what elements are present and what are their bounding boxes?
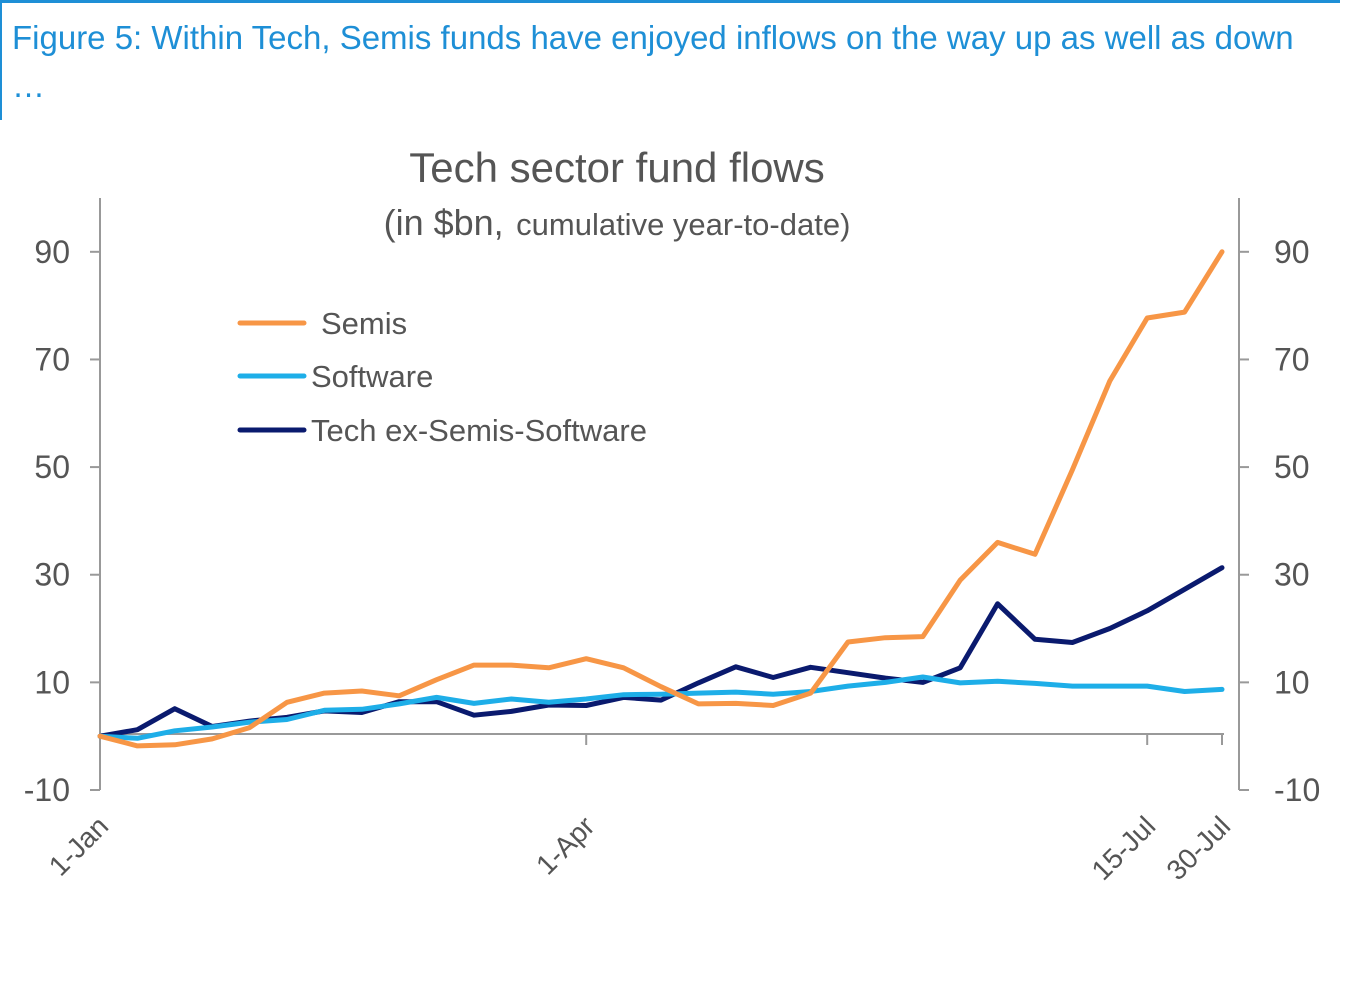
series-line-software xyxy=(97,674,1225,741)
x-tick-label: 30-Jul xyxy=(1160,810,1236,886)
x-tick-label: 15-Jul xyxy=(1086,810,1162,886)
y-tick-label-left: 50 xyxy=(34,449,70,485)
legend-label-software: Software xyxy=(311,359,433,394)
chart-subtitle: (in $bn, cumulative year-to-date) xyxy=(384,202,851,243)
x-tick-label: 1-Jan xyxy=(43,810,114,881)
y-tick-label-right: 50 xyxy=(1274,449,1310,485)
chart-subtitle-rest: cumulative year-to-date) xyxy=(516,207,850,242)
y-tick-label-right: 30 xyxy=(1274,557,1310,593)
y-tick-label-right: -10 xyxy=(1274,772,1320,808)
y-tick-label-right: 70 xyxy=(1274,341,1310,377)
chart-title: Tech sector fund flows xyxy=(409,144,825,191)
caption-left-accent xyxy=(0,0,2,120)
legend-label-tech-ex-semis-software: Tech ex-Semis-Software xyxy=(311,413,647,448)
series-line-semis xyxy=(97,249,1225,749)
y-tick-label-left: 90 xyxy=(34,234,70,270)
y-tick-label-right: 10 xyxy=(1274,664,1310,700)
axes: -10 -10 10 10 30 30 50 50 70 70 90 90 1-Jan 1-Apr 15-J… xyxy=(24,198,1320,886)
figure-caption: Figure 5: Within Tech, Semis funds have … xyxy=(12,19,1294,104)
legend-label-semis: Semis xyxy=(321,306,407,341)
y-tick-label-left: -10 xyxy=(24,772,70,808)
y-tick-label-left: 70 xyxy=(34,341,70,377)
y-tick-label-left: 30 xyxy=(34,557,70,593)
series-line-tech-ex-semis-software xyxy=(97,565,1225,739)
x-tick-label: 1-Apr xyxy=(530,810,600,880)
chart-subtitle-unit: (in $bn, xyxy=(384,202,504,243)
y-tick-label-right: 90 xyxy=(1274,234,1310,270)
caption-top-rule xyxy=(0,0,1340,3)
legend: Semis Software Tech ex-Semis-Software xyxy=(237,306,647,448)
y-tick-label-left: 10 xyxy=(34,664,70,700)
series-lines xyxy=(97,249,1225,749)
